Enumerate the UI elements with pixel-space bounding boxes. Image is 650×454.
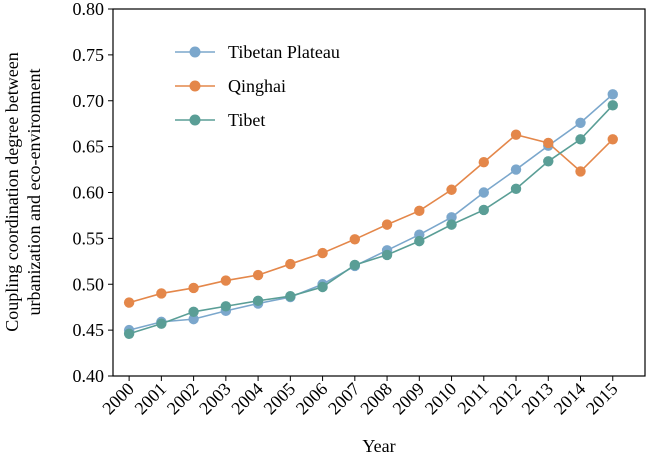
y-axis-title-line-1: Coupling coordination degree between xyxy=(2,52,22,331)
legend-label: Tibetan Plateau xyxy=(228,42,340,62)
y-tick-label: 0.55 xyxy=(73,228,105,248)
data-point-qinghai xyxy=(349,234,361,245)
data-point-qinghai xyxy=(220,275,232,286)
data-point-tibet xyxy=(156,318,167,329)
x-tick-label: 2001 xyxy=(131,379,171,419)
y-tick-label: 0.60 xyxy=(73,183,105,203)
x-tick-label: 2010 xyxy=(421,379,461,419)
data-point-tibet xyxy=(252,295,264,306)
data-point-tibetan-plateau xyxy=(607,89,618,100)
x-tick-label: 2012 xyxy=(485,379,525,419)
x-tick-label: 2006 xyxy=(292,379,332,419)
y-tick-label: 0.70 xyxy=(73,91,105,111)
y-tick-label: 0.75 xyxy=(73,45,105,65)
data-point-tibet xyxy=(381,249,393,261)
series-qinghai xyxy=(123,129,618,308)
data-point-qinghai xyxy=(156,288,167,299)
data-point-tibet xyxy=(543,156,554,167)
x-tick-label: 2015 xyxy=(582,379,622,419)
x-tick-label: 2000 xyxy=(98,379,138,419)
y-axis-title-line-2: urbanization and eco-environment xyxy=(24,69,44,316)
series-tibetan-plateau xyxy=(123,89,618,336)
data-point-tibet xyxy=(285,290,296,302)
x-tick-label: 2005 xyxy=(260,379,300,419)
data-point-tibet xyxy=(478,204,489,216)
legend-marker xyxy=(189,114,201,126)
x-tick-label: 2002 xyxy=(163,379,203,419)
legend-item-tibetan-plateau: Tibetan Plateau xyxy=(175,42,340,62)
data-point-tibet xyxy=(414,235,425,247)
data-point-qinghai xyxy=(285,258,296,270)
x-tick-label: 2014 xyxy=(550,379,590,419)
data-point-qinghai xyxy=(446,184,457,195)
y-tick-label: 0.40 xyxy=(73,366,105,386)
data-point-tibetan-plateau xyxy=(188,313,199,325)
data-point-qinghai xyxy=(575,166,586,177)
legend-item-tibet: Tibet xyxy=(175,110,265,130)
data-point-qinghai xyxy=(543,137,554,149)
data-point-tibet xyxy=(220,301,232,312)
series-line-tibetan-plateau xyxy=(128,93,614,331)
x-tick-label: 2004 xyxy=(227,379,267,419)
axes: 0.40 0.45 0.50 0.55 0.60 0.65 0.70 0.75 0.80 2000… xyxy=(73,0,646,418)
data-point-qinghai xyxy=(381,219,393,230)
x-axis-title: Year xyxy=(362,436,395,454)
data-point-qinghai xyxy=(510,129,522,140)
series-tibet xyxy=(123,100,618,339)
legend: Tibetan Plateau Qinghai Tibet xyxy=(175,42,340,130)
data-point-qinghai xyxy=(317,247,328,259)
axis-labels: Year Coupling coordination degree betwee… xyxy=(2,52,396,454)
y-tick-label: 0.50 xyxy=(73,274,105,294)
data-point-qinghai xyxy=(188,282,199,294)
x-tick-label: 2009 xyxy=(389,379,429,419)
data-point-qinghai xyxy=(123,297,135,308)
x-tick-label: 2013 xyxy=(518,379,558,419)
data-point-tibet xyxy=(123,328,135,339)
x-tick-label: 2007 xyxy=(324,379,364,419)
data-point-tibetan-plateau xyxy=(478,187,489,198)
data-point-tibet xyxy=(575,134,586,145)
data-point-qinghai xyxy=(478,157,489,168)
y-tick-label: 0.80 xyxy=(73,0,105,19)
legend-label: Qinghai xyxy=(228,76,286,96)
data-point-tibet xyxy=(188,306,199,317)
y-tick-label: 0.65 xyxy=(73,137,105,157)
data-point-tibet xyxy=(349,259,361,271)
legend-label: Tibet xyxy=(228,110,265,130)
y-tick-label: 0.45 xyxy=(73,320,105,340)
data-point-tibetan-plateau xyxy=(510,164,522,175)
data-point-tibetan-plateau xyxy=(446,212,457,223)
x-tick-label: 2003 xyxy=(195,379,235,419)
series-line-qinghai xyxy=(128,133,614,304)
series-lines xyxy=(123,89,618,339)
data-point-qinghai xyxy=(607,134,618,145)
data-point-qinghai xyxy=(252,269,264,281)
data-point-tibet xyxy=(607,100,618,111)
x-tick-label: 2011 xyxy=(453,379,492,418)
legend-item-qinghai: Qinghai xyxy=(175,76,286,96)
data-point-tibet xyxy=(317,281,328,293)
legend-marker xyxy=(189,80,201,92)
data-point-qinghai xyxy=(414,205,425,217)
data-point-tibetan-plateau xyxy=(575,117,586,128)
data-point-tibet xyxy=(510,183,522,195)
x-tick-label: 2008 xyxy=(356,379,396,419)
legend-marker xyxy=(189,46,201,58)
data-point-tibet xyxy=(446,219,457,230)
series-line-tibet xyxy=(128,104,614,335)
